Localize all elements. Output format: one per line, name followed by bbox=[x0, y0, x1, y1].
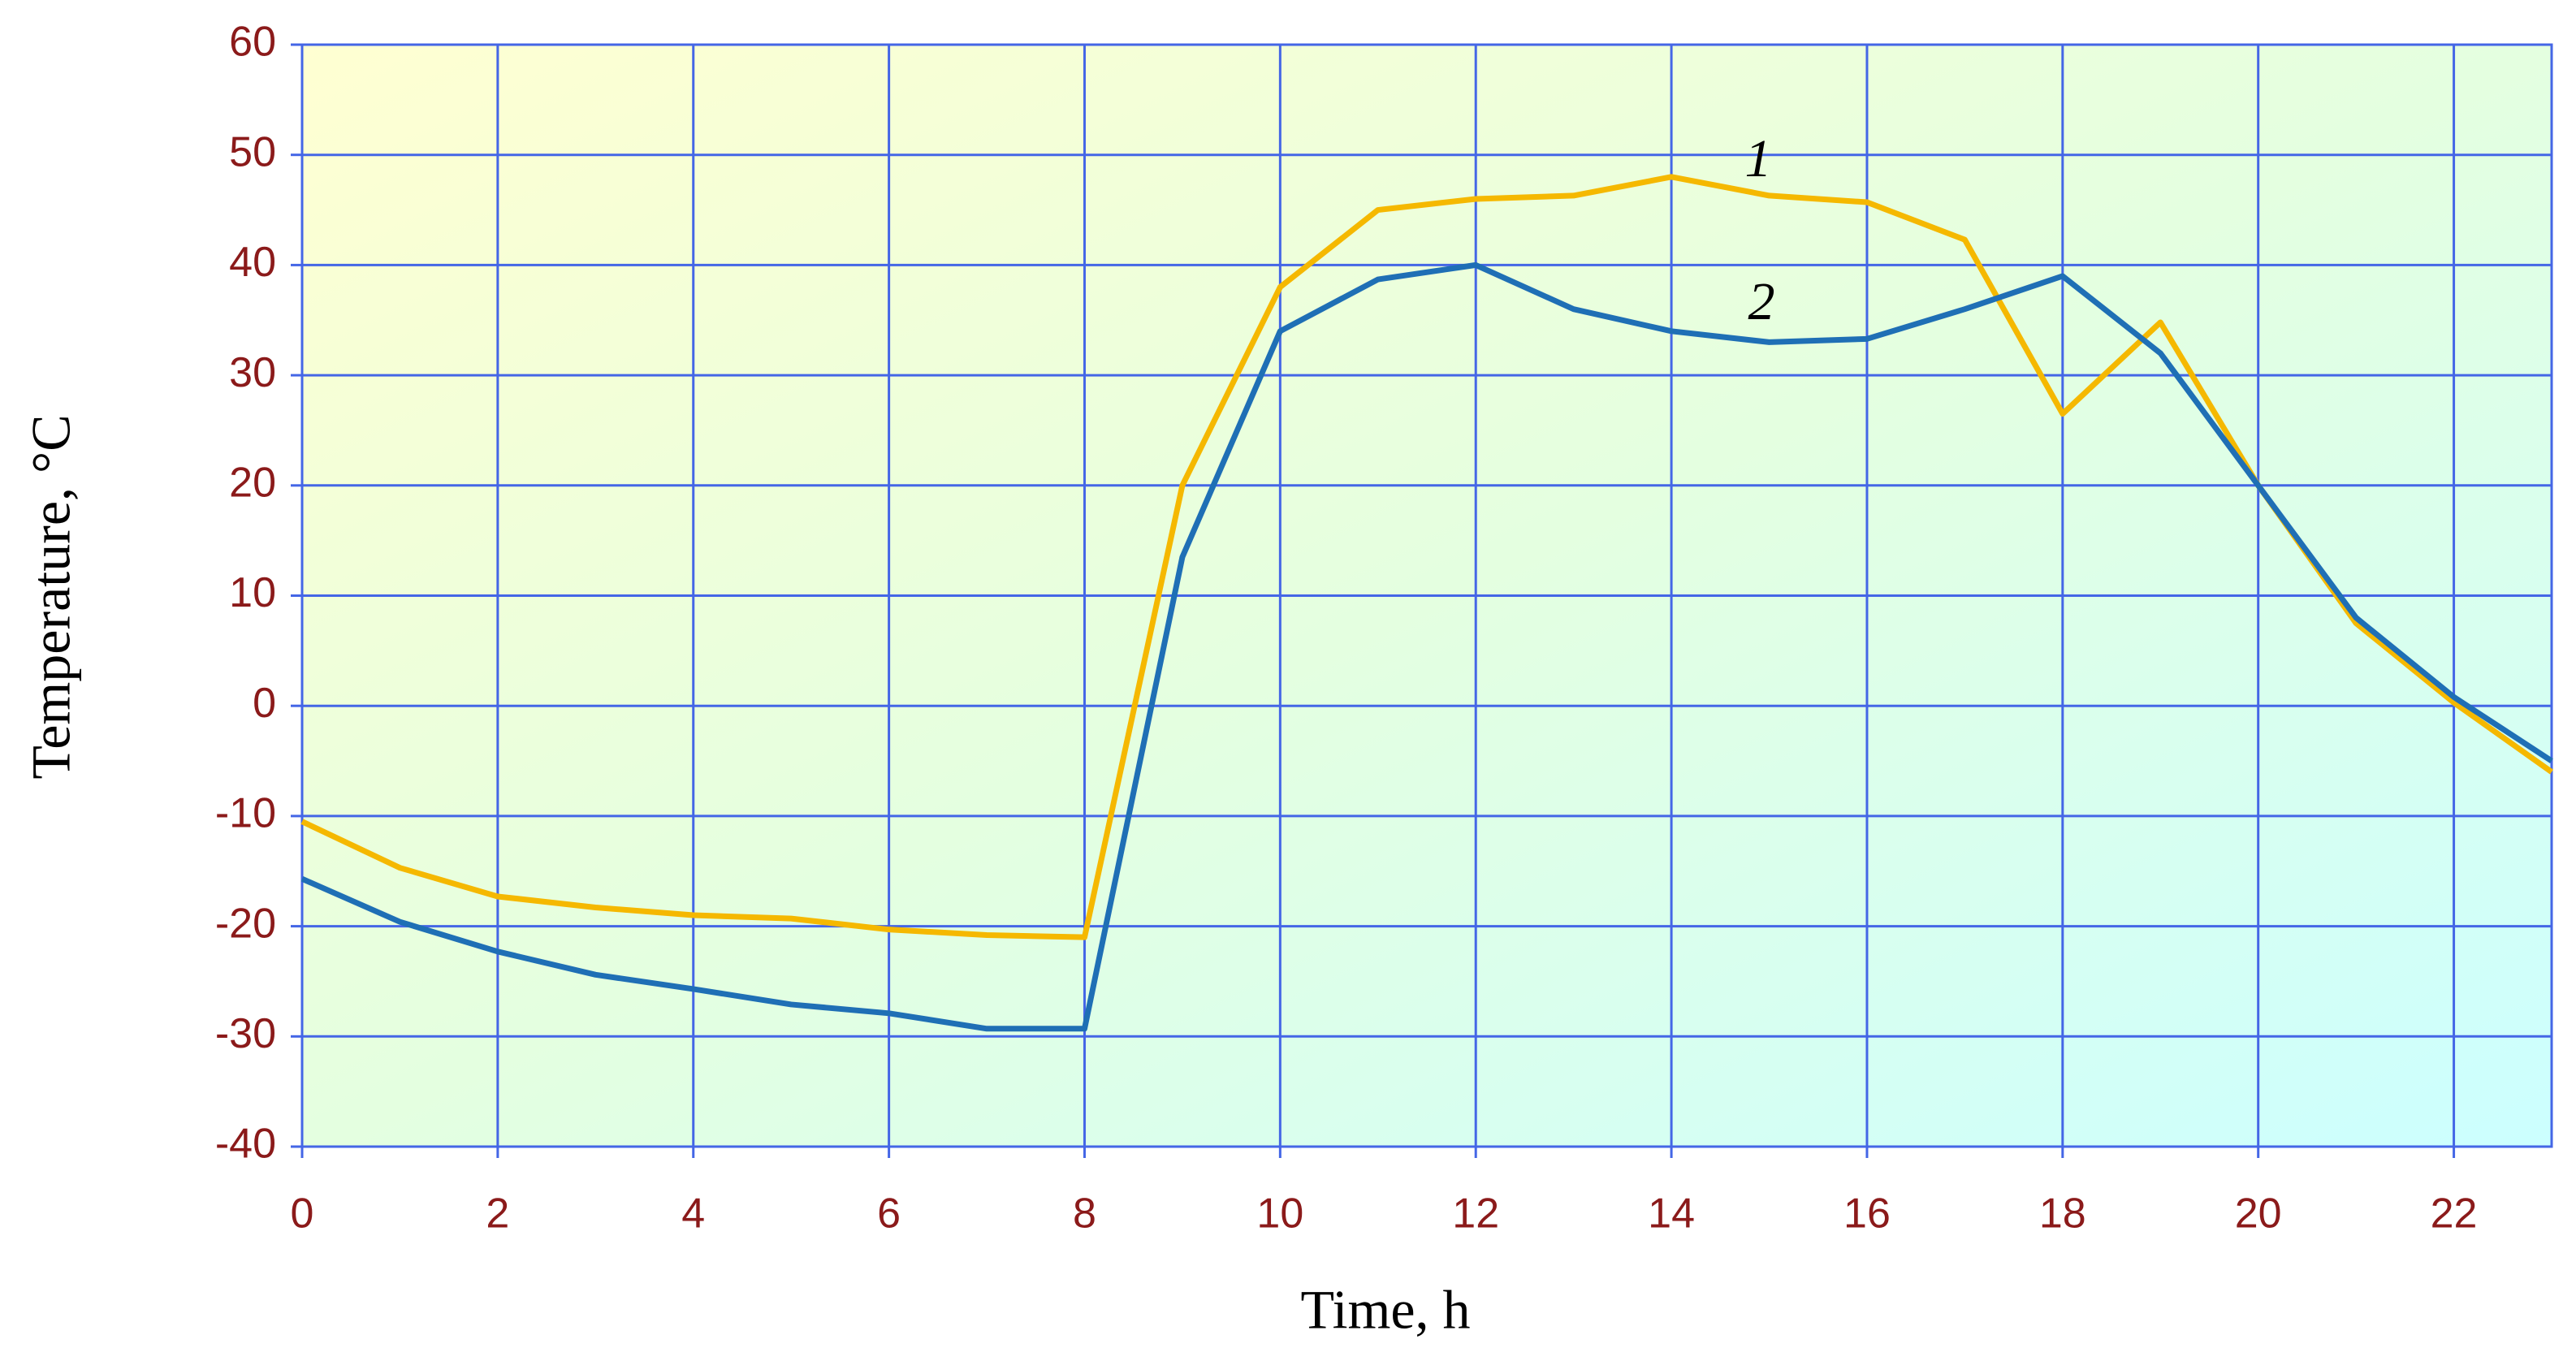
y-tick-label: -10 bbox=[215, 790, 276, 837]
x-tick-label: 0 bbox=[291, 1190, 314, 1238]
y-tick-label: 30 bbox=[229, 349, 276, 396]
series-line bbox=[300, 261, 2553, 1032]
x-tick-label: 10 bbox=[1256, 1190, 1303, 1238]
y-tick-label: 50 bbox=[229, 128, 276, 175]
x-tick-label: 16 bbox=[1843, 1190, 1891, 1238]
x-tick-label: 18 bbox=[2039, 1190, 2086, 1238]
y-tick-label: 20 bbox=[229, 460, 276, 507]
plot-frame bbox=[300, 43, 2553, 1148]
y-tick-label: -20 bbox=[215, 900, 276, 947]
series-label: 2 bbox=[1748, 272, 1775, 331]
x-tick-label: 14 bbox=[1648, 1190, 1695, 1238]
series-label: 1 bbox=[1745, 129, 1772, 188]
x-tick-label: 8 bbox=[1073, 1190, 1096, 1238]
x-tick-label: 2 bbox=[486, 1190, 509, 1238]
y-tick-label: 10 bbox=[229, 569, 276, 616]
y-axis-title: Temperature, °C bbox=[20, 414, 82, 779]
y-tick-label: 60 bbox=[229, 19, 276, 66]
x-tick-label: 6 bbox=[877, 1190, 901, 1238]
x-axis-title: Time, h bbox=[1300, 1279, 1470, 1341]
x-tick-label: 20 bbox=[2235, 1190, 2282, 1238]
x-tick-label: 12 bbox=[1452, 1190, 1499, 1238]
y-tick-label: 0 bbox=[253, 680, 276, 727]
series-line bbox=[300, 174, 2554, 940]
x-tick-label: 4 bbox=[681, 1190, 705, 1238]
y-tick-label: -40 bbox=[215, 1121, 276, 1168]
y-tick-label: -30 bbox=[215, 1010, 276, 1057]
y-tick-label: 40 bbox=[229, 239, 276, 286]
x-tick-label: 22 bbox=[2431, 1190, 2478, 1238]
